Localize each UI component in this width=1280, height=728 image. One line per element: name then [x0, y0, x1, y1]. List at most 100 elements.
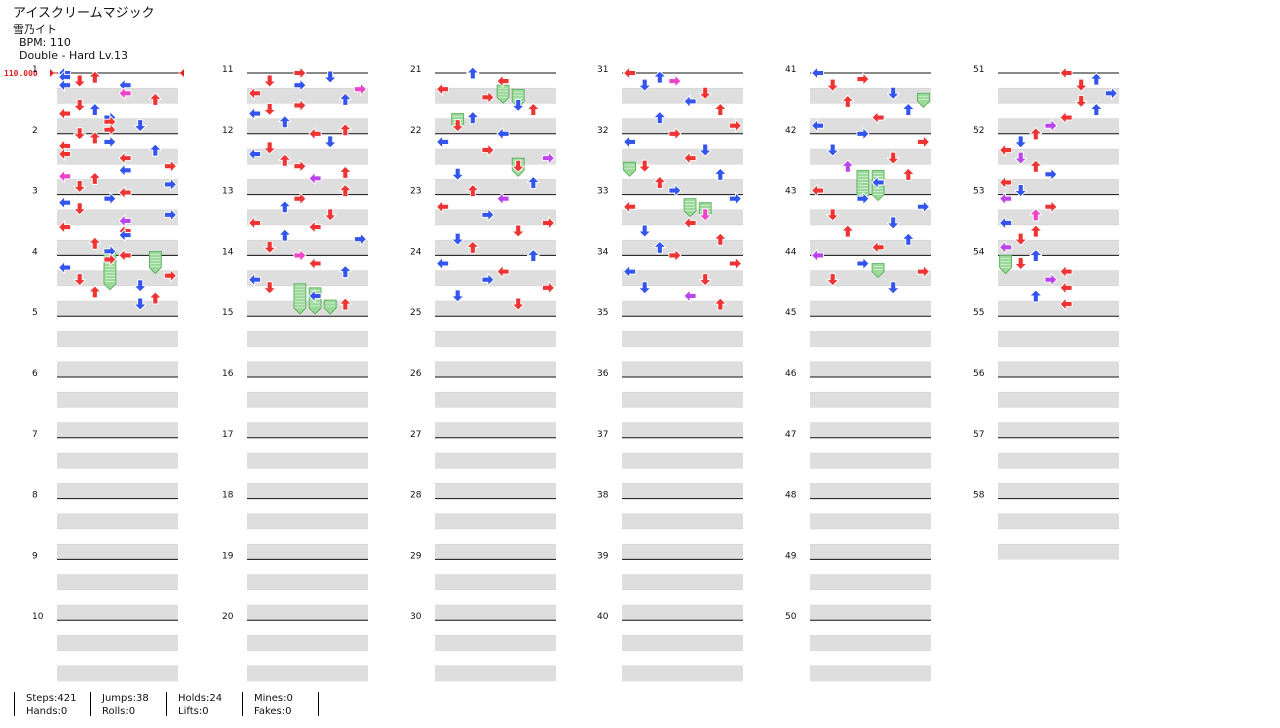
beat-shade — [810, 422, 931, 438]
right-arrow-note — [293, 66, 307, 80]
arrow-shape — [623, 66, 637, 80]
down-arrow-note — [263, 74, 277, 88]
down-arrow-note — [826, 78, 840, 92]
down-arrow-note — [323, 70, 337, 84]
measure-number: 13 — [222, 187, 233, 197]
beat-shade — [435, 270, 556, 286]
beat-shade — [622, 88, 743, 104]
beat-shade — [247, 422, 368, 438]
right-arrow-note — [103, 253, 117, 266]
measure-number: 47 — [785, 430, 796, 440]
arrow-shape — [886, 86, 900, 100]
beat-shade — [247, 605, 368, 621]
beat-shade — [247, 149, 368, 165]
arrow-shape — [1089, 103, 1103, 116]
song-header: アイスクリームマジック 雪乃イト BPM: 110 Double - Hard … — [13, 6, 155, 62]
arrow-shape — [338, 265, 352, 279]
measure-number: 32 — [597, 126, 608, 136]
beat-shade — [998, 179, 1119, 195]
down-arrow-note — [323, 135, 337, 149]
left-arrow-note — [248, 216, 262, 230]
arrow-shape — [323, 208, 337, 222]
right-arrow-note — [668, 74, 682, 88]
hold-body — [148, 250, 162, 275]
up-arrow-note — [148, 92, 162, 106]
arrow-shape — [466, 240, 480, 254]
right-arrow-note — [163, 269, 177, 283]
left-arrow-note — [1059, 297, 1073, 311]
arrow-shape — [841, 94, 855, 108]
beat-shade — [810, 88, 931, 104]
arrow-shape — [826, 273, 840, 287]
beat-shade — [998, 209, 1119, 225]
up-arrow-note — [1029, 289, 1043, 303]
arrow-shape — [683, 94, 697, 108]
arrow-shape — [526, 175, 540, 189]
arrow-shape — [338, 123, 352, 137]
left-arrow-note — [1059, 281, 1073, 295]
arrow-shape — [451, 232, 465, 246]
arrow-shape — [638, 224, 652, 238]
beat-shade — [622, 361, 743, 377]
hold-note — [999, 255, 1012, 275]
arrow-shape — [481, 90, 495, 104]
beat-shade — [435, 118, 556, 134]
right-arrow-note — [856, 192, 870, 206]
song-artist: 雪乃イト — [13, 22, 57, 36]
left-arrow-note — [436, 135, 450, 149]
measure-number: 20 — [222, 612, 234, 622]
up-arrow-note — [148, 143, 162, 157]
measure-number: 11 — [222, 65, 233, 75]
beat-shade — [622, 635, 743, 651]
arrow-shape — [481, 143, 495, 157]
arrow-shape — [118, 228, 132, 242]
arrow-shape — [999, 192, 1013, 206]
arrow-shape — [353, 82, 367, 96]
arrow-shape — [88, 131, 102, 145]
beat-shade — [622, 331, 743, 347]
measure-number: 16 — [222, 369, 234, 379]
beat-shade — [247, 118, 368, 134]
arrow-shape — [278, 153, 292, 167]
arrow-shape — [163, 208, 177, 222]
arrow-shape — [58, 169, 72, 183]
beat-shade — [57, 422, 178, 438]
down-arrow-note — [638, 224, 652, 238]
beat-shade — [57, 544, 178, 560]
left-arrow-note — [999, 143, 1013, 157]
arrow-shape — [353, 232, 367, 246]
measure-number: 6 — [32, 369, 38, 379]
arrow-shape — [1044, 167, 1058, 181]
up-arrow-note — [1029, 224, 1043, 238]
beat-shade — [435, 544, 556, 560]
arrow-shape — [308, 171, 322, 185]
up-arrow-note — [526, 103, 540, 116]
arrow-shape — [1014, 135, 1028, 149]
arrow-shape — [916, 135, 930, 149]
arrow-shape — [451, 119, 465, 133]
down-arrow-note — [451, 167, 465, 181]
arrow-shape — [1089, 72, 1103, 86]
up-arrow-note — [338, 265, 352, 279]
arrow-shape — [466, 184, 480, 197]
beat-shade — [435, 301, 556, 317]
rolls-count: Rolls:0 — [102, 706, 136, 717]
arrow-shape — [58, 107, 72, 120]
beat-shade — [57, 483, 178, 499]
beat-shade — [57, 574, 178, 590]
left-arrow-note — [1059, 111, 1073, 125]
arrow-shape — [1029, 127, 1043, 141]
left-arrow-note — [811, 119, 825, 133]
left-arrow-note — [871, 175, 885, 189]
beat-shade — [622, 118, 743, 134]
arrow-shape — [278, 115, 292, 129]
beat-shade — [57, 240, 178, 256]
beat-shade — [435, 605, 556, 621]
left-arrow-note — [496, 192, 510, 206]
arrow-shape — [278, 228, 292, 242]
arrow-shape — [811, 66, 825, 80]
down-arrow-note — [826, 208, 840, 222]
beat-shade — [998, 453, 1119, 469]
arrow-shape — [1074, 78, 1088, 92]
beat-shade — [998, 301, 1119, 317]
